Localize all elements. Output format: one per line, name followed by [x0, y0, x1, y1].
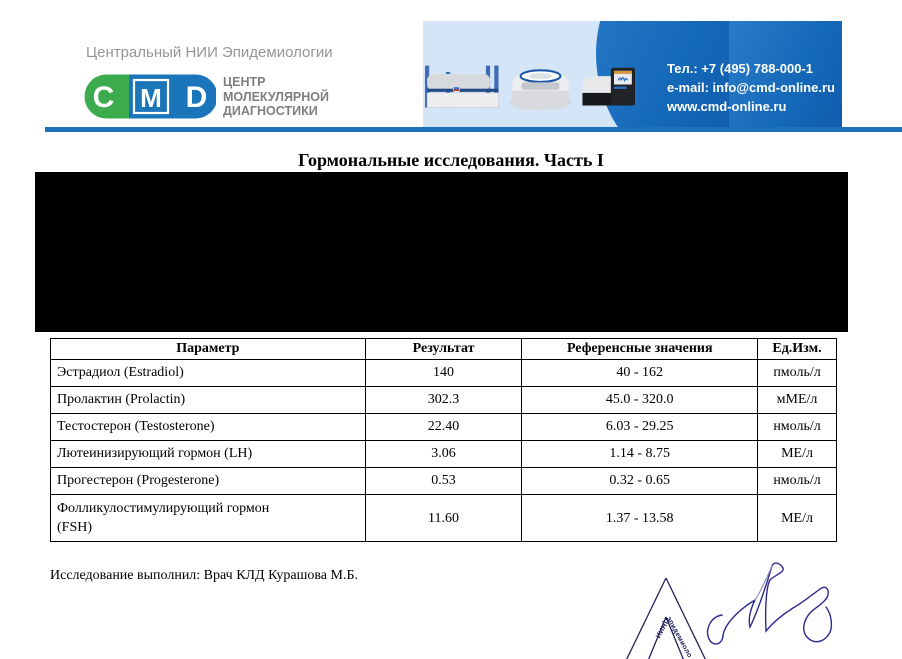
svg-text:C: C	[93, 81, 115, 114]
svg-text:M: M	[140, 83, 162, 113]
svg-text:D: D	[186, 81, 208, 114]
